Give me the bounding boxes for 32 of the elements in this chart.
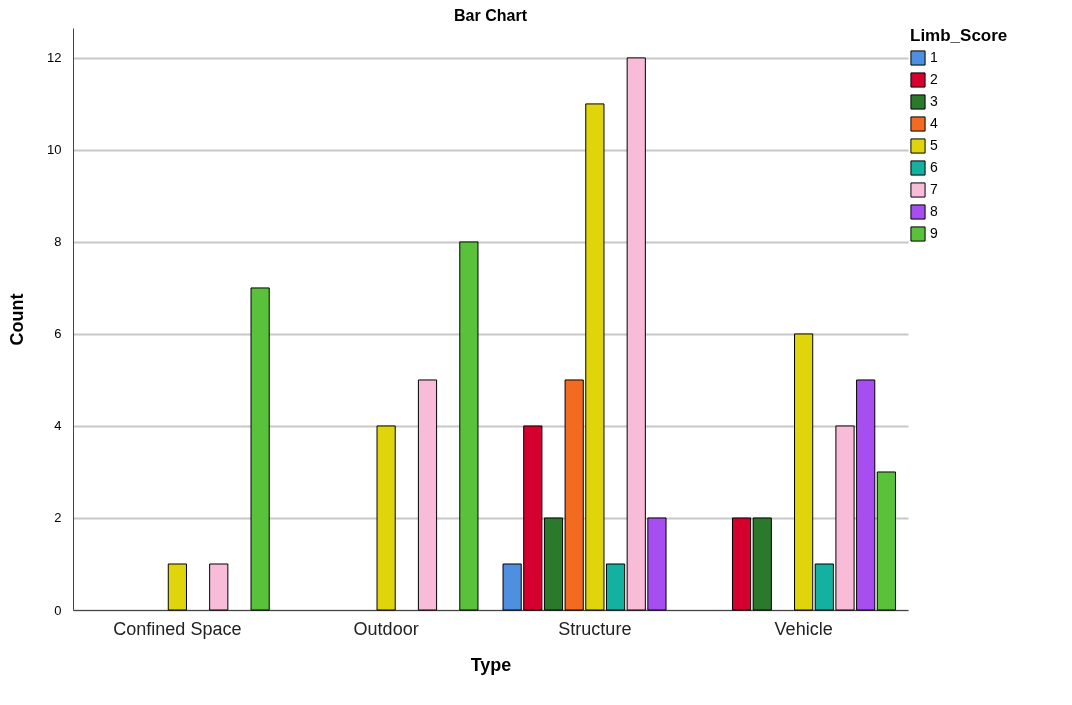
legend-title: Limb_Score (910, 26, 1008, 45)
legend-label: 5 (930, 137, 938, 153)
bar (417, 379, 438, 611)
x-axis-title: Type (470, 654, 512, 675)
bar (209, 563, 229, 611)
legend-label: 1 (930, 49, 938, 65)
y-tick-label: 0 (54, 602, 62, 618)
legend-label: 4 (930, 115, 938, 131)
y-tick-label: 6 (54, 326, 62, 342)
bar (459, 241, 479, 611)
bar (794, 333, 814, 611)
y-tick-label: 8 (54, 234, 62, 250)
legend-label: 7 (930, 181, 938, 197)
y-tick-label: 10 (47, 142, 62, 158)
y-tick-label: 12 (47, 50, 62, 66)
y-tick-label: 2 (54, 510, 62, 526)
x-tick-label: Confined Space (113, 618, 242, 639)
legend-label: 3 (930, 93, 938, 109)
bar (376, 425, 396, 611)
bar (250, 287, 270, 611)
x-tick-label: Vehicle (774, 618, 833, 639)
x-tick-label: Structure (558, 618, 632, 639)
bar (876, 471, 896, 611)
chart-title: Bar Chart (454, 7, 528, 24)
legend-label: 9 (930, 225, 938, 241)
x-tick-label: Outdoor (353, 618, 419, 639)
legend-label: 6 (930, 159, 938, 175)
legend-label: 2 (930, 71, 938, 87)
legend-label: 8 (930, 203, 938, 219)
y-tick-label: 4 (54, 418, 62, 434)
bar (167, 563, 187, 611)
y-axis-title: Count (7, 293, 28, 346)
